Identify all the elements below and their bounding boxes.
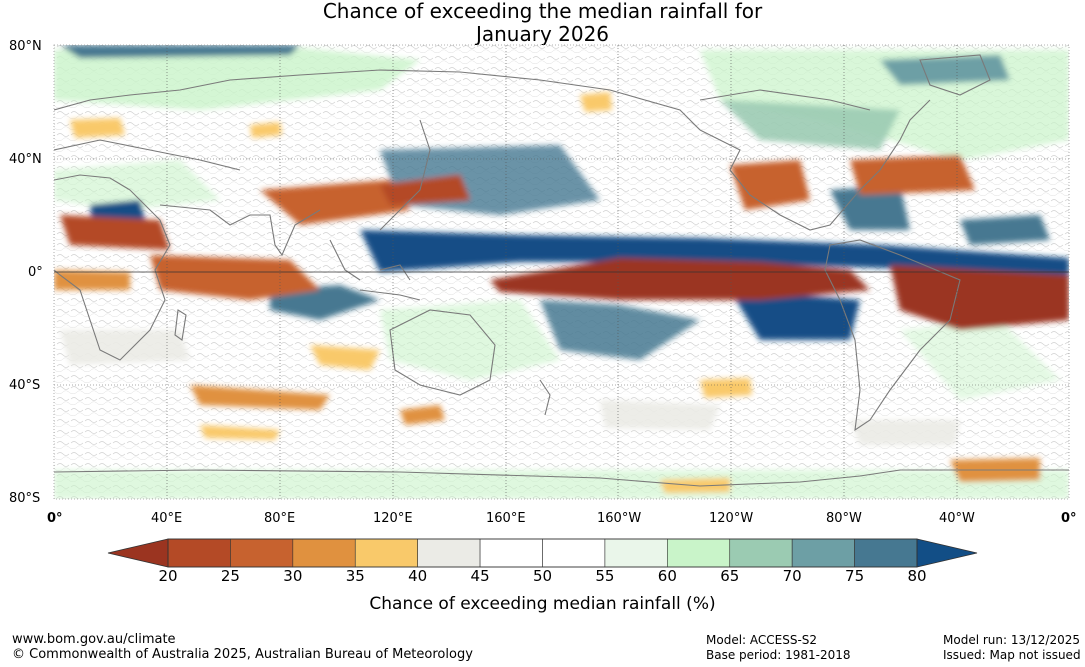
footer-model: Model: ACCESS-S2 Base period: 1981-2018 <box>706 633 851 663</box>
lon-label-0-right: 0° <box>1061 511 1077 526</box>
colorbar-frame <box>167 538 918 568</box>
probability-field <box>54 45 1069 499</box>
colorbar-segment <box>604 538 668 568</box>
model-name: Model: ACCESS-S2 <box>706 633 818 647</box>
colorbar-tick: 50 <box>532 567 553 585</box>
colorbar <box>107 538 978 568</box>
colorbar-segment <box>479 538 543 568</box>
lat-label-80s: 80°S <box>9 491 41 506</box>
lon-label-80e: 80°E <box>264 511 296 526</box>
lon-label-120e: 120°E <box>373 511 413 526</box>
lat-label-80n: 80°N <box>9 39 42 54</box>
colorbar-tick: 35 <box>345 567 365 585</box>
colorbar-tick: 65 <box>720 567 740 585</box>
lon-label-120w: 120°W <box>709 511 754 526</box>
colorbar-segment <box>292 538 356 568</box>
lon-label-160e: 160°E <box>486 511 526 526</box>
colorbar-segment <box>542 538 606 568</box>
base-period: Base period: 1981-2018 <box>706 648 851 662</box>
copyright-text: © Commonwealth of Australia 2025, Austra… <box>12 647 473 662</box>
map-field <box>54 45 1069 499</box>
map-title: Chance of exceeding the median rainfall … <box>0 0 1085 46</box>
lon-label-0-left: 0° <box>47 511 63 526</box>
colorbar-high-extend <box>916 538 978 568</box>
website-link[interactable]: www.bom.gov.au/climate <box>12 632 176 647</box>
lat-label-40n: 40°N <box>9 152 42 167</box>
colorbar-tick: 25 <box>220 567 240 585</box>
colorbar-segment <box>729 538 793 568</box>
colorbar-low-extend <box>107 538 169 568</box>
footer-left: www.bom.gov.au/climate © Commonwealth of… <box>12 632 473 662</box>
lon-label-80w: 80°W <box>826 511 862 526</box>
lon-label-40e: 40°E <box>151 511 183 526</box>
title-line-2: January 2026 <box>475 22 610 46</box>
colorbar-tick: 20 <box>158 567 178 585</box>
graticule <box>54 45 1069 499</box>
title-line-1: Chance of exceeding the median rainfall … <box>322 0 763 23</box>
colorbar-segment <box>354 538 418 568</box>
colorbar-tick: 60 <box>657 567 677 585</box>
colorbar-segment <box>167 538 231 568</box>
map-frame <box>53 44 1070 500</box>
colorbar-tick: 30 <box>283 567 303 585</box>
colorbar-tick: 45 <box>470 567 490 585</box>
lat-label-equator: 0° <box>28 265 43 280</box>
colorbar-label: Chance of exceeding median rainfall (%) <box>369 594 716 614</box>
colorbar-segment <box>230 538 294 568</box>
issued-status: Issued: Map not issued <box>943 648 1081 662</box>
lon-label-40w: 40°W <box>939 511 975 526</box>
footer-run: Model run: 13/12/2025 Issued: Map not is… <box>943 633 1081 663</box>
colorbar-segment <box>667 538 731 568</box>
colorbar-tick: 55 <box>595 567 615 585</box>
colorbar-segment <box>791 538 855 568</box>
model-run: Model run: 13/12/2025 <box>943 633 1081 647</box>
colorbar-segment <box>854 538 918 568</box>
lat-label-40s: 40°S <box>9 378 41 393</box>
colorbar-segment <box>417 538 481 568</box>
colorbar-tick: 40 <box>408 567 428 585</box>
coastlines <box>54 54 1069 487</box>
colorbar-tick: 80 <box>907 567 927 585</box>
colorbar-tick: 75 <box>845 567 865 585</box>
colorbar-tick: 70 <box>782 567 802 585</box>
lon-label-160w: 160°W <box>597 511 642 526</box>
